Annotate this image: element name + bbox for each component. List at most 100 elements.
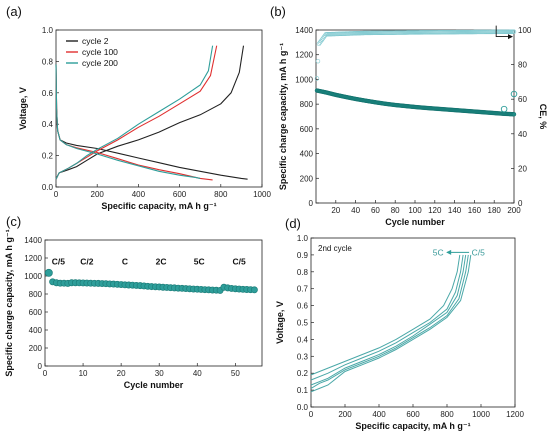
x-tick-label: 200 — [91, 190, 105, 199]
axis-arrowhead — [508, 34, 513, 40]
rate-label: C/5 — [52, 256, 66, 266]
y-tick-label: 0.9 — [297, 251, 309, 260]
x-tick-label: 180 — [488, 206, 502, 215]
x-tick-label: 40 — [193, 369, 202, 378]
y-tick-label: 0.3 — [297, 352, 309, 361]
y-tick-label: 0.5 — [297, 319, 309, 328]
x-tick-label: 0 — [54, 190, 59, 199]
y-tick-label: 1200 — [24, 254, 42, 263]
x-tick-label: 20 — [331, 206, 340, 215]
y-tick-label: 0.2 — [42, 152, 54, 161]
series-line-cycle-2-charge — [55, 45, 245, 180]
capacity-point — [44, 268, 53, 277]
ce-point — [511, 29, 517, 34]
note-label: 2nd cycle — [318, 244, 352, 253]
x-tick-label: 20 — [117, 369, 126, 378]
y-tick-label: 400 — [29, 326, 43, 335]
y-tick-label: 1400 — [24, 236, 42, 245]
y-tick-label: 0.6 — [297, 302, 309, 311]
x-tick-label: 30 — [155, 369, 164, 378]
y-axis-label: Specific charge capacity, mA h g⁻¹ — [278, 43, 288, 190]
x-tick-label: 100 — [408, 206, 422, 215]
x-tick-label: 1000 — [472, 410, 490, 419]
x-axis-label: Specific capacity, mA h g⁻¹ — [101, 201, 216, 211]
y-tick-label: 1400 — [295, 26, 313, 35]
y-tick-label: 0.0 — [297, 403, 309, 412]
y-tick-label: 0.7 — [297, 285, 309, 294]
y-tick-label: 0.1 — [297, 386, 309, 395]
y-tick-label: 1.0 — [297, 234, 309, 243]
x-tick-label: 0 — [43, 369, 48, 378]
y-right-tick-label: 60 — [518, 95, 527, 104]
panel-label: (a) — [6, 4, 22, 19]
x-tick-label: 400 — [132, 190, 146, 199]
x-tick-label: 200 — [507, 206, 521, 215]
y-tick-label: 600 — [29, 308, 43, 317]
y-right-axis-label: CE, % — [538, 104, 548, 130]
x-tick-label: 1000 — [253, 190, 271, 199]
rate-label: 5C — [194, 256, 205, 266]
y-tick-label: 0.0 — [42, 183, 54, 192]
rate-label: 2C — [156, 256, 167, 266]
x-tick-label: 60 — [371, 206, 380, 215]
x-tick-label: 600 — [406, 410, 420, 419]
x-tick-label: 600 — [173, 190, 187, 199]
x-axis-label: Cycle number — [385, 217, 445, 227]
legend-entry: cycle 100 — [82, 47, 118, 57]
plot-frame — [55, 29, 263, 188]
capacity-point — [511, 112, 517, 117]
y-right-tick-label: 100 — [518, 26, 532, 35]
series-line-C — [310, 254, 467, 386]
series-line-C-2 — [310, 254, 469, 389]
y-tick-label: 0.4 — [297, 335, 309, 344]
axis-arrow — [495, 25, 511, 38]
x-tick-label: 0 — [309, 410, 314, 419]
x-tick-label: 160 — [468, 206, 482, 215]
y-right-tick-label: 20 — [518, 164, 527, 173]
y-right-tick-label: 80 — [518, 61, 527, 70]
series-line-cycle-200-charge — [55, 45, 214, 180]
rate-arrowhead — [446, 249, 452, 255]
y-tick-label: 600 — [300, 125, 314, 134]
x-tick-label: 10 — [79, 369, 88, 378]
x-tick-label: 140 — [448, 206, 462, 215]
series-line-cycle-100-charge — [55, 45, 218, 180]
x-tick-label: 80 — [391, 206, 400, 215]
x-tick-label: 120 — [428, 206, 442, 215]
y-tick-label: 1000 — [295, 75, 313, 84]
panel-label: (b) — [270, 4, 286, 19]
x-axis-label: Specific capacity, mA h g⁻¹ — [355, 421, 470, 431]
capacity-point — [250, 286, 258, 294]
y-tick-label: 1000 — [24, 272, 42, 281]
y-axis-label: Voltage, V — [275, 301, 285, 344]
y-axis-label: Voltage, V — [18, 87, 28, 130]
y-tick-label: 1200 — [295, 51, 313, 60]
ce-point — [315, 58, 321, 64]
x-tick-label: 200 — [338, 410, 352, 419]
y-tick-label: 800 — [29, 290, 43, 299]
rate-label: C/2 — [80, 256, 94, 266]
series-line-cycle-100-discharge — [55, 64, 213, 181]
y-tick-label: 0 — [38, 362, 43, 371]
y-right-tick-label: 40 — [518, 130, 527, 139]
x-tick-label: 800 — [214, 190, 228, 199]
x-axis-label: Cycle number — [124, 380, 184, 390]
y-tick-label: 0.4 — [42, 120, 54, 129]
y-right-tick-label: 0 — [518, 199, 523, 208]
x-tick-label: 400 — [372, 410, 386, 419]
y-tick-label: 0.8 — [42, 57, 54, 66]
y-tick-label: 0 — [309, 199, 314, 208]
x-tick-label: 1200 — [506, 410, 524, 419]
y-tick-label: 800 — [300, 100, 314, 109]
y-tick-label: 400 — [300, 150, 314, 159]
y-tick-label: 0.2 — [297, 369, 309, 378]
series-line-cycle-200-discharge — [55, 64, 201, 179]
rate-label: C — [122, 256, 128, 266]
y-tick-label: 200 — [300, 174, 314, 183]
legend-entry: cycle 2 — [82, 36, 109, 46]
rate-label: C/5 — [233, 256, 247, 266]
y-tick-label: 0.8 — [297, 268, 309, 277]
x-tick-label: 800 — [440, 410, 454, 419]
panel-label: (c) — [6, 214, 21, 229]
